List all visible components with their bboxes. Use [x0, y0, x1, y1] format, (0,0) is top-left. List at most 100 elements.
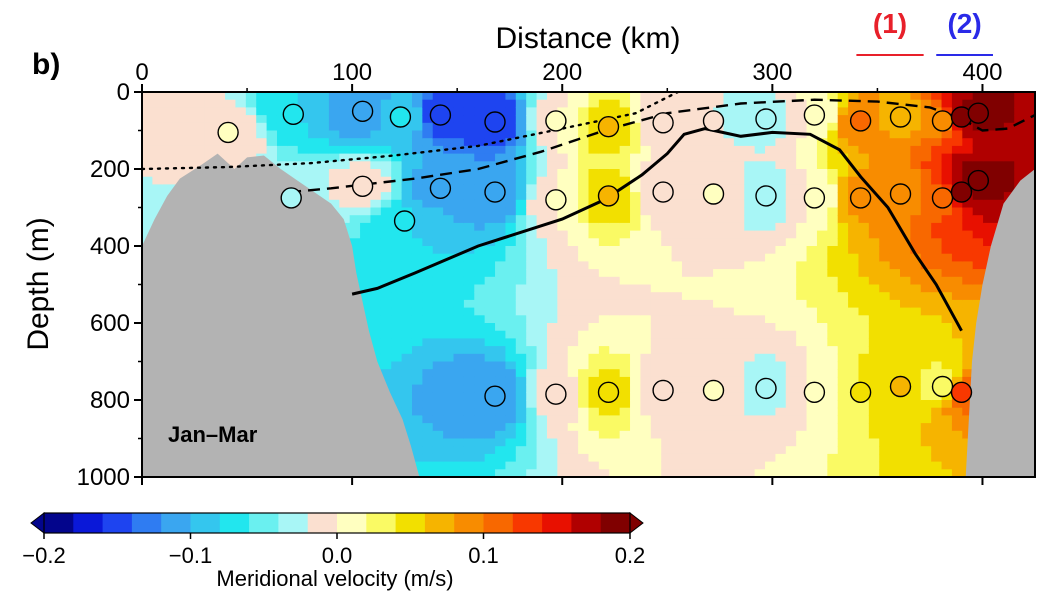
field-cell	[411, 246, 423, 255]
field-cell	[671, 407, 683, 416]
field-cell	[619, 361, 631, 370]
field-cell	[681, 446, 693, 455]
field-cell	[889, 338, 901, 347]
field-cell	[868, 438, 880, 447]
field-cell	[619, 461, 631, 470]
field-cell	[536, 461, 548, 470]
field-cell	[900, 469, 911, 477]
field-cell	[578, 438, 590, 447]
field-cell	[474, 376, 486, 386]
field-cell	[546, 138, 558, 147]
field-cell	[816, 169, 828, 178]
field-cell	[287, 161, 299, 170]
field-cell	[775, 169, 787, 178]
field-cell	[827, 361, 839, 370]
field-cell	[391, 361, 403, 370]
field-cell	[567, 384, 579, 393]
field-cell	[391, 153, 403, 162]
field-cell	[692, 222, 704, 232]
field-cell	[474, 323, 486, 332]
field-cell	[702, 438, 714, 447]
field-cell	[142, 145, 153, 155]
field-cell	[598, 176, 610, 185]
field-cell	[702, 199, 714, 209]
field-cell	[453, 415, 465, 424]
field-cell	[484, 292, 496, 301]
field-cell	[723, 323, 735, 332]
field-cell	[526, 307, 538, 316]
field-cell	[640, 346, 652, 355]
field-cell	[588, 222, 600, 232]
field-cell	[391, 246, 403, 255]
field-cell	[578, 92, 590, 101]
field-cell	[661, 176, 673, 185]
field-cell	[557, 315, 569, 324]
field-cell	[827, 222, 839, 232]
field-cell	[806, 292, 818, 301]
y-tick-label: 0	[117, 79, 130, 106]
field-cell	[879, 253, 891, 262]
field-cell	[858, 438, 870, 447]
field-cell	[848, 369, 860, 378]
field-cell	[505, 392, 517, 401]
field-cell	[910, 107, 922, 116]
field-cell	[557, 438, 569, 447]
field-cell	[941, 222, 953, 232]
field-cell	[1003, 130, 1015, 139]
field-cell	[692, 469, 704, 477]
field-cell	[806, 330, 818, 339]
field-cell	[889, 292, 901, 301]
field-cell	[661, 438, 673, 447]
field-cell	[806, 169, 818, 178]
field-cell	[640, 215, 652, 224]
field-cell	[360, 130, 372, 139]
field-cell	[650, 307, 662, 316]
field-cell	[650, 176, 662, 185]
field-cell	[422, 369, 434, 378]
field-cell	[391, 400, 403, 409]
field-cell	[827, 284, 839, 293]
field-cell	[858, 453, 870, 463]
field-cell	[443, 176, 455, 185]
field-cell	[796, 423, 808, 432]
field-cell	[401, 261, 413, 270]
field-cell	[411, 392, 423, 401]
field-cell	[370, 122, 382, 132]
field-cell	[920, 407, 932, 416]
field-cell	[702, 153, 714, 162]
field-cell	[868, 122, 880, 132]
field-cell	[671, 284, 683, 293]
field-cell	[401, 284, 413, 293]
field-cell	[484, 246, 496, 255]
field-cell	[983, 238, 995, 247]
field-cell	[775, 423, 787, 432]
field-cell	[754, 176, 766, 185]
field-cell	[308, 130, 320, 139]
field-cell	[681, 461, 693, 470]
field-cell	[495, 361, 507, 370]
field-cell	[630, 369, 642, 378]
field-cell	[806, 176, 818, 185]
field-cell	[702, 330, 714, 339]
field-cell	[837, 215, 849, 224]
field-cell	[765, 330, 776, 339]
field-cell	[526, 384, 538, 393]
field-cell	[879, 376, 891, 386]
field-cell	[1014, 115, 1026, 124]
field-cell	[349, 153, 361, 162]
field-cell	[723, 253, 735, 262]
field-cell	[640, 261, 652, 270]
field-cell	[671, 253, 683, 262]
field-cell	[401, 307, 413, 316]
field-cell	[910, 269, 922, 278]
field-cell	[941, 246, 953, 255]
field-cell	[702, 407, 714, 416]
field-cell	[806, 145, 818, 155]
field-cell	[349, 261, 361, 270]
field-cell	[650, 361, 662, 370]
field-cell	[567, 284, 579, 293]
field-cell	[931, 222, 943, 232]
field-cell	[765, 346, 776, 355]
field-cell	[827, 430, 839, 440]
field-cell	[733, 292, 745, 301]
